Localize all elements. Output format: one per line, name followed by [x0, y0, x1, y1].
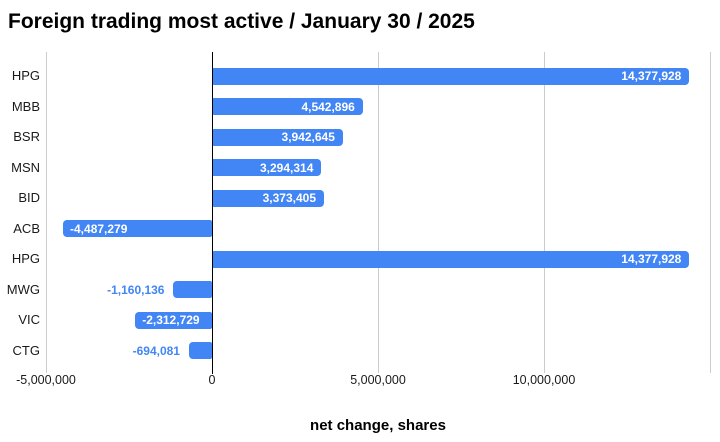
- bar-value-label-8: -2,312,729: [142, 313, 200, 327]
- category-label-acb-5: ACB: [13, 220, 40, 236]
- x-tick-label-2: 5,000,000: [350, 373, 406, 387]
- bar-ctg-9: [188, 342, 212, 359]
- category-label-bsr-2: BSR: [13, 129, 40, 144]
- category-label-vic-8: VIC: [18, 312, 40, 327]
- bar-mbb-1: [212, 98, 363, 115]
- bar-msn-3: [212, 159, 322, 176]
- category-label-mwg-7: MWG: [6, 281, 40, 297]
- bar-vic-8: [135, 311, 212, 329]
- bar-value-label-2: 3,942,645: [281, 130, 335, 144]
- x-tick-mark-2: [377, 368, 379, 373]
- x-tick-mark-4: [709, 368, 711, 373]
- bar-acb-5: [63, 220, 212, 237]
- category-label-ctg-9: CTG: [12, 342, 40, 358]
- bar-value-label-6: 14,377,928: [621, 252, 682, 266]
- category-label-hpg-6: HPG: [11, 251, 40, 266]
- bar-value-label-1: 4,542,896: [301, 99, 355, 114]
- bar-value-label-9: -694,081: [132, 343, 180, 358]
- bar-value-label-5: -4,487,279: [70, 221, 128, 236]
- bar-hpg-6: [212, 250, 690, 268]
- category-label-mbb-1: MBB: [11, 98, 40, 114]
- gridline: [377, 52, 379, 368]
- x-tick-mark-3: [543, 368, 545, 373]
- x-tick-label-0: -5,000,000: [16, 373, 76, 387]
- bar-value-label-7: -1,160,136: [107, 282, 165, 297]
- bar-value-label-4: 3,373,405: [262, 191, 316, 205]
- bar-bsr-2: [212, 128, 343, 146]
- x-tick-mark-1: [211, 368, 213, 374]
- gridline: [709, 52, 711, 368]
- bar-hpg-0: [212, 67, 690, 85]
- category-label-bid-4: BID: [18, 190, 40, 205]
- category-label-msn-3: MSN: [11, 159, 40, 175]
- x-axis-title: net change, shares: [310, 417, 446, 434]
- bar-bid-4: [212, 189, 324, 207]
- bar-value-label-0: 14,377,928: [621, 69, 682, 83]
- gridline: [543, 52, 545, 368]
- category-label-hpg-0: HPG: [11, 68, 40, 83]
- bar-mwg-7: [173, 281, 212, 298]
- x-tick-mark-0: [45, 368, 47, 373]
- gridline: [45, 52, 47, 368]
- x-tick-label-1: 0: [208, 373, 216, 387]
- chart-title: Foreign trading most active / January 30…: [8, 10, 475, 33]
- bar-value-label-3: 3,294,314: [259, 160, 314, 175]
- x-tick-label-3: 10,000,000: [512, 373, 576, 387]
- zero-axis-line: [211, 52, 213, 368]
